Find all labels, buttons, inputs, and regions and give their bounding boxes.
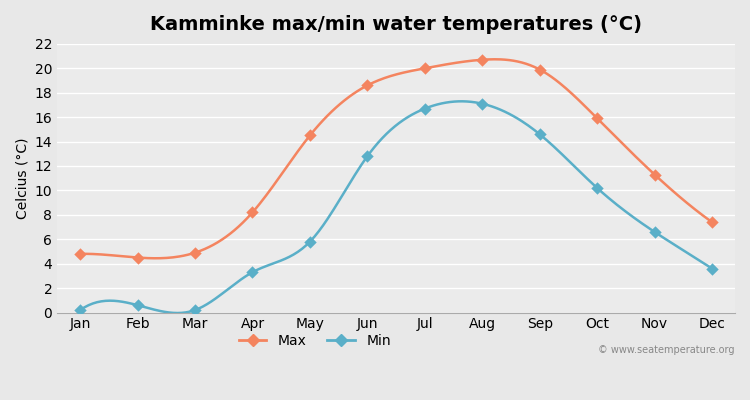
Point — [649, 171, 661, 178]
Point — [591, 185, 603, 191]
Point — [706, 265, 718, 272]
Point — [476, 56, 488, 63]
Point — [304, 132, 316, 139]
Point — [304, 238, 316, 245]
Point — [131, 254, 143, 261]
Title: Kamminke max/min water temperatures (°C): Kamminke max/min water temperatures (°C) — [150, 15, 642, 34]
Point — [189, 250, 201, 256]
Text: © www.seatemperature.org: © www.seatemperature.org — [598, 345, 735, 355]
Point — [74, 251, 86, 257]
Point — [706, 219, 718, 225]
Point — [74, 307, 86, 313]
Point — [591, 115, 603, 122]
Point — [247, 269, 259, 276]
Y-axis label: Celcius (°C): Celcius (°C) — [15, 138, 29, 219]
Point — [534, 66, 546, 73]
Point — [419, 106, 430, 112]
Point — [362, 153, 374, 160]
Point — [131, 302, 143, 308]
Point — [419, 65, 430, 72]
Point — [189, 307, 201, 313]
Point — [649, 229, 661, 235]
Point — [362, 82, 374, 89]
Legend: Max, Min: Max, Min — [233, 329, 396, 354]
Point — [247, 209, 259, 216]
Point — [476, 100, 488, 107]
Point — [534, 131, 546, 138]
